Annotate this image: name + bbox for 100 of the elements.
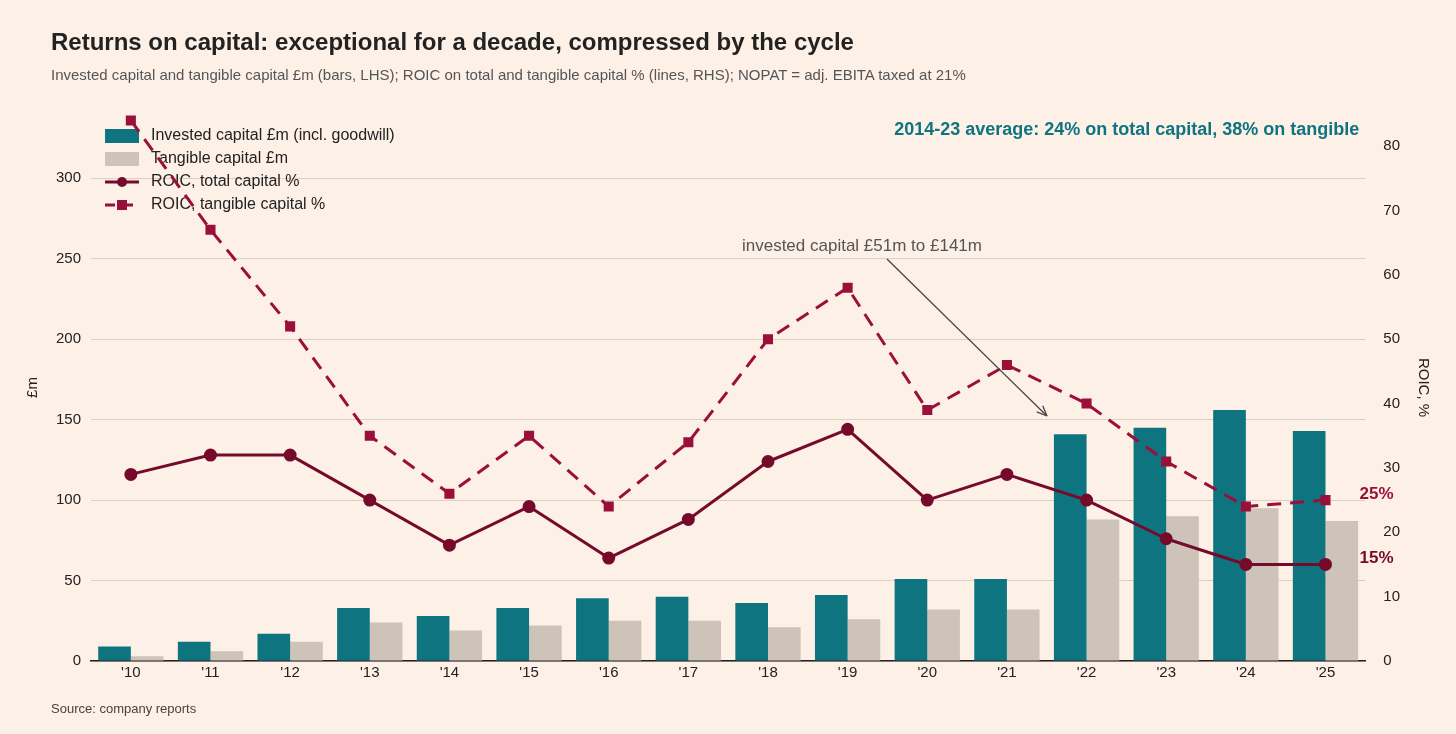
y-tick-label: 100 xyxy=(56,490,82,508)
point xyxy=(1318,557,1332,571)
point xyxy=(524,430,535,441)
y2-tick-label: 80 xyxy=(1383,136,1400,154)
point xyxy=(444,488,455,499)
point xyxy=(1240,501,1251,512)
point xyxy=(1000,467,1014,481)
legend-label: Invested capital £m (incl. goodwill) xyxy=(151,126,395,144)
legend-label: Tangible capital £m xyxy=(151,149,288,167)
x-tick-label: '13 xyxy=(360,663,380,681)
bar xyxy=(767,627,801,661)
source-note: Source: company reports xyxy=(51,701,197,716)
bar xyxy=(290,641,323,661)
bar xyxy=(177,641,211,661)
bar xyxy=(1325,521,1359,661)
point xyxy=(363,493,377,507)
bar xyxy=(735,603,768,661)
y-axis-title: £m xyxy=(23,377,41,398)
bar xyxy=(814,595,848,661)
y2-tick-label: 20 xyxy=(1383,522,1400,540)
bar xyxy=(688,620,721,661)
y2-tick-label: 60 xyxy=(1383,265,1400,283)
point xyxy=(124,467,138,481)
bar xyxy=(1213,410,1246,661)
y2-tick-label: 50 xyxy=(1383,329,1400,347)
bar xyxy=(655,596,689,661)
bar xyxy=(847,619,881,661)
y2-tick-label: 0 xyxy=(1383,651,1392,669)
bar xyxy=(449,630,483,661)
legend-label: ROIC, tangible capital % xyxy=(151,195,326,213)
y2-tick-label: 70 xyxy=(1383,200,1400,218)
bar xyxy=(1053,434,1087,661)
bar xyxy=(210,651,244,661)
x-tick-label: '14 xyxy=(439,663,460,681)
point xyxy=(205,224,216,235)
point xyxy=(603,501,614,512)
point xyxy=(683,437,694,448)
y2-axis-title: ROIC, % xyxy=(1415,357,1433,418)
point xyxy=(1159,532,1173,546)
y2-tick-label: 10 xyxy=(1383,586,1400,604)
x-tick-label: '11 xyxy=(201,663,220,681)
y-tick-label: 50 xyxy=(64,570,82,588)
x-tick-label: '23 xyxy=(1156,663,1176,681)
point xyxy=(602,551,616,565)
bar xyxy=(496,607,530,661)
bar xyxy=(1006,609,1040,661)
bar xyxy=(1292,430,1326,661)
point xyxy=(1001,359,1012,371)
bar xyxy=(337,607,370,661)
bar xyxy=(529,625,562,661)
point xyxy=(842,282,853,293)
bar xyxy=(1245,508,1279,661)
y-tick-label: 200 xyxy=(56,329,82,347)
bar xyxy=(257,633,291,661)
bar xyxy=(894,578,928,661)
bar xyxy=(974,578,1007,661)
point xyxy=(681,512,695,526)
point xyxy=(1081,398,1092,409)
point xyxy=(1161,456,1172,467)
data-label: 15% xyxy=(1359,548,1394,568)
x-tick-label: '16 xyxy=(598,663,619,681)
bar xyxy=(1133,427,1167,661)
x-tick-label: '17 xyxy=(678,663,699,681)
bar xyxy=(130,656,164,661)
point xyxy=(125,115,136,126)
bar xyxy=(416,615,450,661)
bar xyxy=(927,609,960,661)
bar xyxy=(98,646,131,661)
x-tick-label: '15 xyxy=(519,663,539,681)
chart-subtitle: Invested capital and tangible capital £m (bars, LHS); ROIC on total and tangible capital % (lines, RHS); NOPAT = adj. EBITA taxed at 21% xyxy=(51,66,966,83)
x-tick-label: '12 xyxy=(280,663,300,681)
x-tick-label: '21 xyxy=(997,663,1017,681)
y2-tick-label: 40 xyxy=(1383,393,1400,411)
annotation: 2014-23 average: 24% on total capital, 38% on tangible xyxy=(894,118,1360,139)
bar xyxy=(1086,519,1120,661)
point xyxy=(283,448,297,462)
y-tick-label: 0 xyxy=(72,651,82,669)
y-tick-label: 300 xyxy=(56,168,82,186)
data-label: 25% xyxy=(1359,483,1394,503)
annotation: invested capital £51m to £141m xyxy=(741,236,982,255)
y-tick-label: 250 xyxy=(56,248,82,266)
x-tick-label: '19 xyxy=(837,663,858,681)
point xyxy=(203,448,217,462)
x-tick-label: '22 xyxy=(1076,663,1097,681)
x-tick-label: '10 xyxy=(121,663,141,681)
x-tick-label: '25 xyxy=(1315,663,1336,681)
point xyxy=(1320,495,1331,506)
x-tick-label: '24 xyxy=(1236,663,1256,681)
point xyxy=(920,493,934,507)
point xyxy=(442,538,456,552)
y-tick-label: 150 xyxy=(56,409,82,427)
point xyxy=(522,500,536,514)
bar xyxy=(1166,516,1199,661)
chart-title: Returns on capital: exceptional for a decade, compressed by the cycle xyxy=(51,28,854,56)
point xyxy=(285,321,296,332)
point xyxy=(762,334,774,345)
bar xyxy=(369,622,403,661)
bar xyxy=(608,620,642,661)
point xyxy=(761,455,775,469)
point xyxy=(841,422,855,436)
